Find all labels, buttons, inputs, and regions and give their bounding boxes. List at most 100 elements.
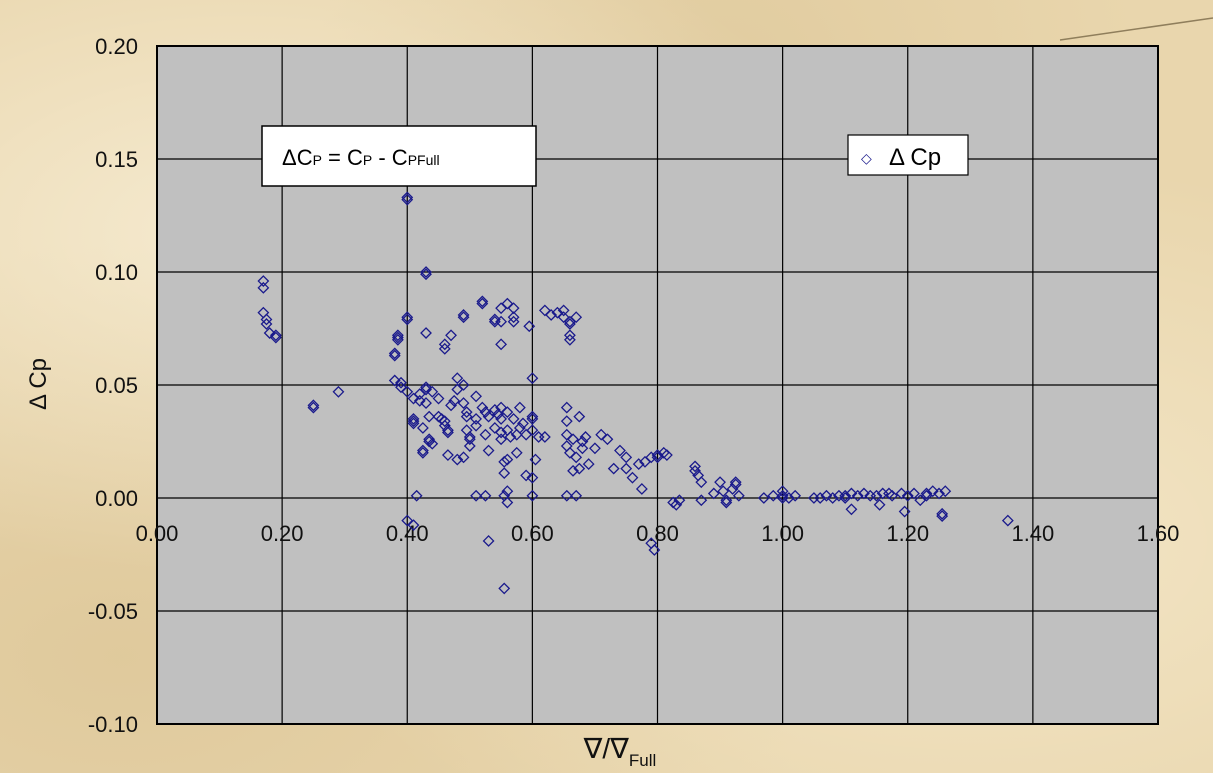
data-point <box>457 397 470 409</box>
y-tick-label: -0.05 <box>88 599 138 624</box>
data-point <box>420 266 432 278</box>
data-point <box>651 449 664 461</box>
data-point <box>560 489 573 502</box>
data-point <box>488 313 501 326</box>
y-tick-label: 0.20 <box>95 34 138 59</box>
data-point <box>720 496 733 509</box>
data-point <box>526 410 539 423</box>
data-point <box>526 424 539 437</box>
data-point <box>470 390 482 403</box>
data-point <box>388 347 401 360</box>
data-point <box>388 349 401 362</box>
data-point <box>729 478 742 491</box>
data-point <box>445 399 457 412</box>
y-tick-label: 0.00 <box>95 486 138 511</box>
data-point <box>576 435 589 448</box>
data-point <box>463 431 476 443</box>
data-point <box>570 311 583 324</box>
data-point <box>395 376 407 389</box>
data-point <box>488 422 501 434</box>
data-point <box>420 381 432 394</box>
data-point <box>814 492 827 504</box>
data-point <box>523 320 536 333</box>
data-point <box>426 385 439 398</box>
data-point <box>920 487 933 500</box>
data-point <box>438 415 451 428</box>
data-point <box>589 442 601 455</box>
formula-lhs: ΔC <box>282 145 313 170</box>
legend-box <box>847 134 969 176</box>
data-point <box>560 415 573 428</box>
y-tick-label: 0.15 <box>95 147 138 172</box>
data-point <box>714 476 726 489</box>
data-point <box>570 489 583 502</box>
data-point <box>269 329 282 342</box>
data-point <box>441 424 454 437</box>
data-point <box>695 494 708 507</box>
data-point <box>479 406 492 419</box>
data-point <box>635 483 648 495</box>
data-point <box>495 315 508 328</box>
data-point <box>457 451 470 464</box>
data-point <box>420 383 432 396</box>
data-point <box>673 494 686 507</box>
x-tick-label: 1.20 <box>886 521 929 546</box>
legend-marker-icon: ◇ <box>861 151 872 167</box>
data-point <box>426 437 439 450</box>
data-point <box>401 311 414 324</box>
data-point <box>482 535 495 547</box>
data-point <box>420 397 432 409</box>
data-point <box>263 327 276 339</box>
data-point <box>563 446 576 459</box>
data-point <box>898 505 911 518</box>
x-tick-label: 0.00 <box>136 521 179 546</box>
data-point <box>660 449 673 461</box>
data-point <box>560 401 573 414</box>
data-point <box>260 318 273 330</box>
grid-lines <box>156 45 1159 725</box>
data-point <box>551 306 564 319</box>
data-point <box>520 469 533 482</box>
data-point <box>438 342 451 355</box>
data-point <box>839 489 852 502</box>
data-point <box>851 489 864 502</box>
data-point <box>441 449 454 461</box>
data-point <box>457 309 470 321</box>
data-point <box>538 431 551 443</box>
data-point <box>626 471 639 484</box>
formula-rhs-sub: P <box>363 152 372 168</box>
data-point <box>767 489 780 502</box>
data-point <box>482 410 495 423</box>
data-point <box>614 444 626 457</box>
data-point <box>507 315 520 328</box>
x-tick-label: 0.20 <box>261 521 304 546</box>
data-point <box>410 489 423 502</box>
data-point <box>510 446 523 459</box>
data-point <box>441 426 454 439</box>
data-point <box>495 426 508 439</box>
data-point <box>732 489 745 502</box>
y-tick-labels: 0.20 0.15 0.10 0.05 0.00 -0.05 -0.10 <box>88 34 138 737</box>
data-point <box>513 422 526 434</box>
data-point <box>526 471 539 484</box>
formula-rhs2-sub: PFull <box>408 152 440 168</box>
data-point <box>388 374 401 387</box>
data-point <box>420 268 432 281</box>
data-point <box>820 489 833 502</box>
data-point <box>576 442 589 455</box>
data-point <box>886 489 899 502</box>
data-point <box>782 492 795 504</box>
data-point <box>495 433 508 446</box>
y-tick-label: 0.05 <box>95 373 138 398</box>
data-point <box>507 311 520 324</box>
data-point <box>689 464 701 477</box>
data-point <box>513 401 526 414</box>
data-point <box>620 451 633 464</box>
data-point <box>407 415 420 428</box>
data-point <box>391 333 404 346</box>
data-point <box>1001 514 1014 527</box>
data-point <box>563 318 576 330</box>
data-point <box>432 392 445 405</box>
data-point <box>632 458 645 471</box>
data-point <box>445 329 457 342</box>
